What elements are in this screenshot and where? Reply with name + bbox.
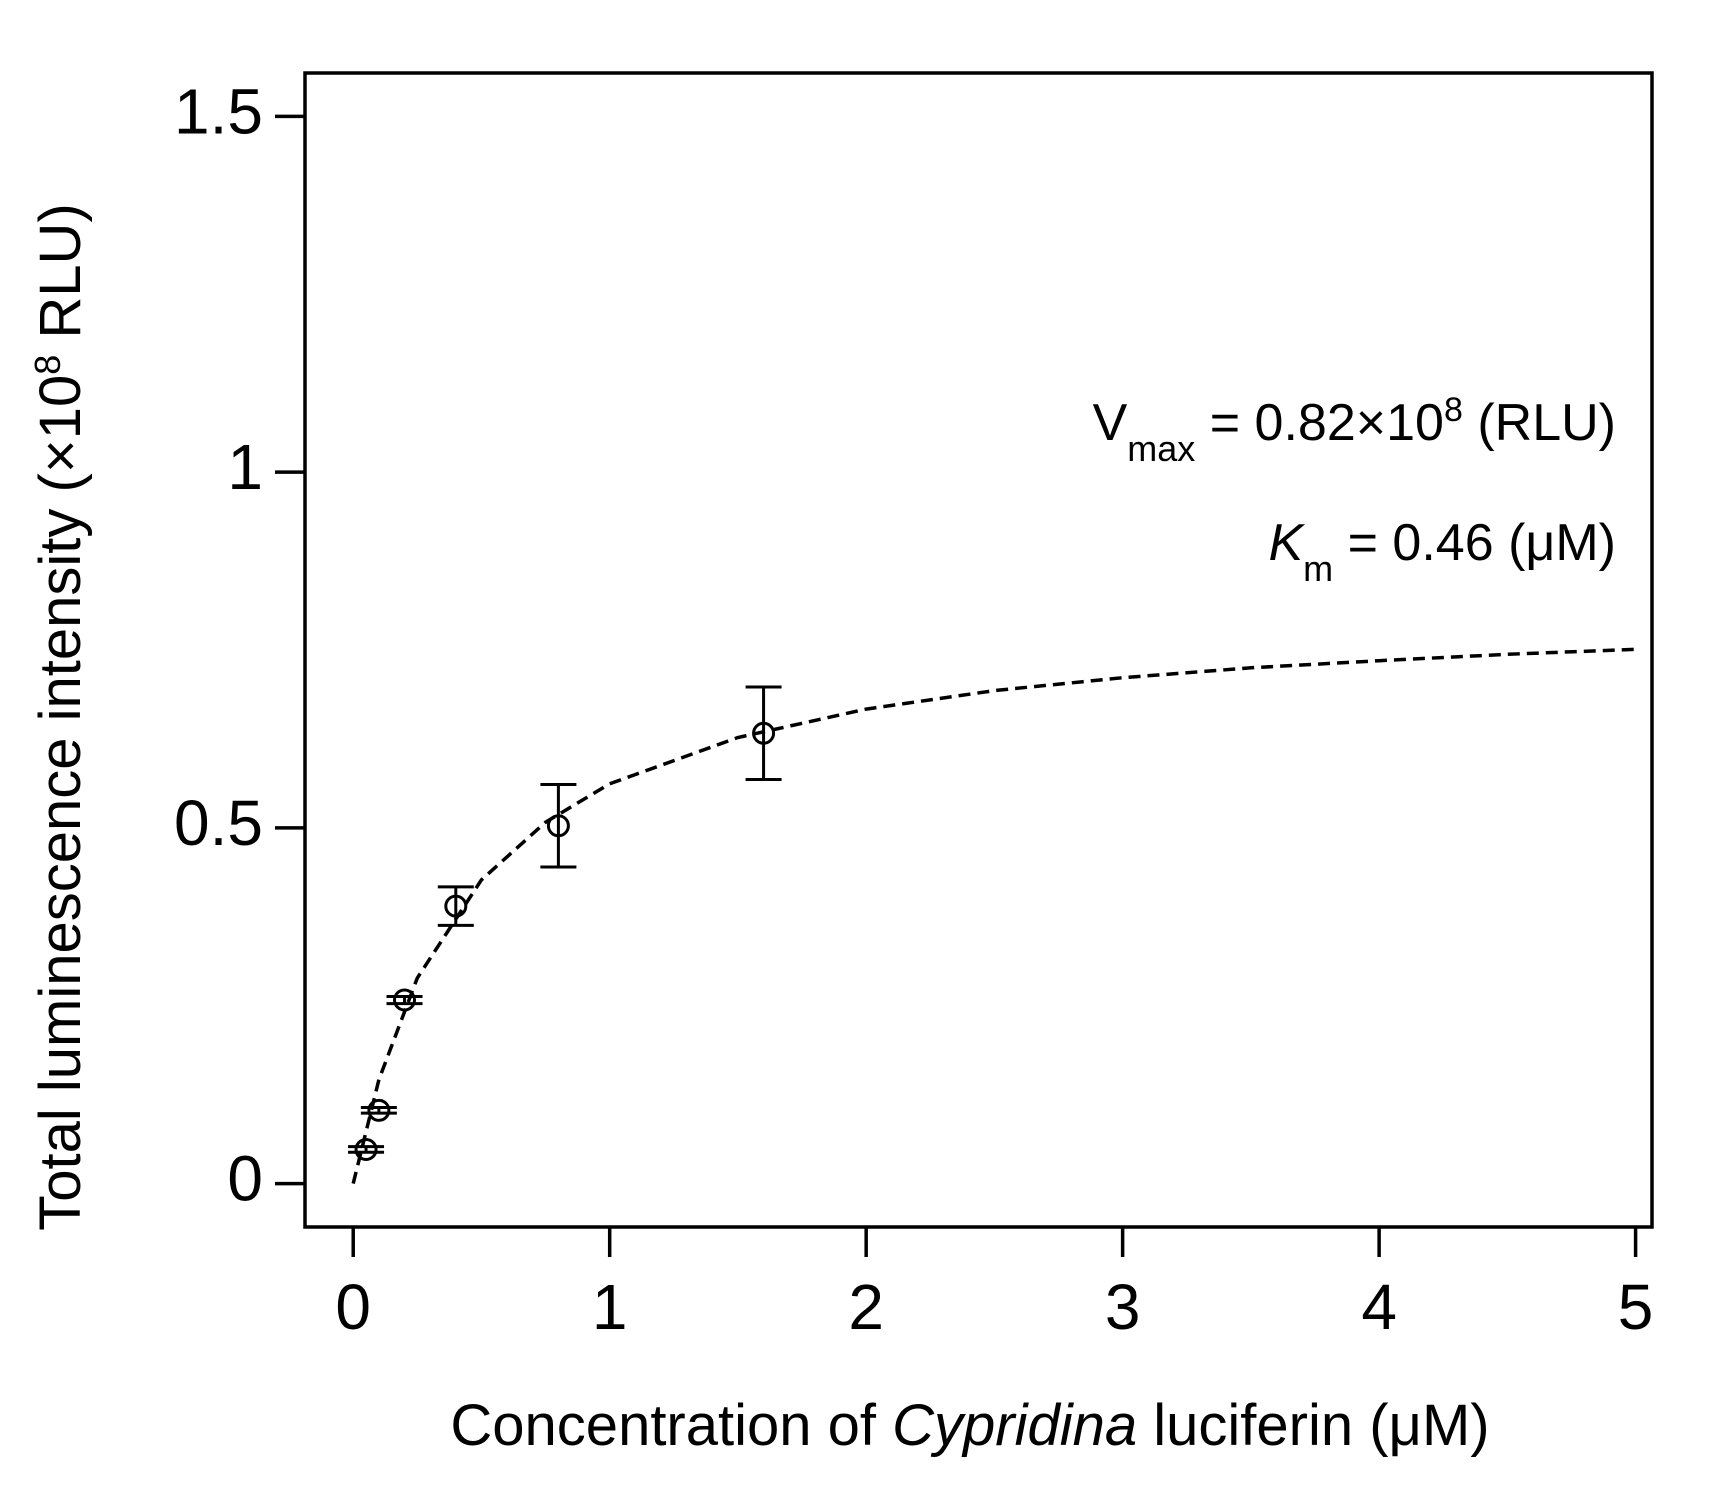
x-tick-label: 0 <box>335 1271 371 1343</box>
x-tick-label: 1 <box>592 1271 628 1343</box>
y-axis-label: Total luminescence intensity (×108 RLU) <box>27 203 94 1230</box>
x-label-text: luciferin (μM) <box>1137 1393 1489 1458</box>
x-tick-label: 4 <box>1361 1271 1397 1343</box>
y-tick-label: 0 <box>227 1143 263 1215</box>
ann-sup: 8 <box>1444 391 1463 429</box>
error-bar <box>745 685 782 781</box>
y-label-sup: 8 <box>27 355 68 375</box>
data-point <box>354 1137 378 1161</box>
error-bar <box>540 782 577 869</box>
y-tick-label: 1.5 <box>174 75 263 147</box>
ann-text: = 0.46 (μM) <box>1333 514 1616 572</box>
error-bar <box>360 1105 397 1115</box>
y-label-text: Total luminescence intensity (×10 <box>28 375 93 1231</box>
ann-sub: m <box>1303 548 1333 589</box>
annotation-vmax: Vmax = 0.82×108 (RLU) <box>1093 391 1616 469</box>
x-tick-label: 3 <box>1105 1271 1141 1343</box>
error-bar <box>348 1145 385 1154</box>
data-point <box>752 721 776 745</box>
data-point <box>367 1098 391 1122</box>
ann-text: = 0.82×10 <box>1195 394 1444 452</box>
data-point <box>393 988 417 1012</box>
error-bar <box>437 885 474 927</box>
ann-text: V <box>1093 394 1128 452</box>
ann-text: (RLU) <box>1463 394 1616 452</box>
fit-curve <box>351 647 1636 1185</box>
ann-italic: K <box>1268 514 1305 572</box>
x-label-text: Concentration of <box>450 1393 892 1458</box>
x-label-italic: Cypridina <box>892 1393 1137 1458</box>
y-tick-label: 1 <box>227 431 263 503</box>
x-tick-label: 2 <box>848 1271 884 1343</box>
data-point <box>444 894 468 918</box>
plot-frame <box>303 71 1654 1229</box>
data-point <box>546 814 570 838</box>
annotation-km: Km = 0.46 (μM) <box>1268 514 1616 589</box>
x-axis-label: Concentration of Cypridina luciferin (μM… <box>450 1393 1489 1458</box>
error-bar <box>386 994 423 1006</box>
y-tick-label: 0.5 <box>174 787 263 859</box>
y-label-text: RLU) <box>28 203 93 354</box>
ann-sub: max <box>1127 428 1195 469</box>
x-tick-label: 5 <box>1618 1271 1654 1343</box>
